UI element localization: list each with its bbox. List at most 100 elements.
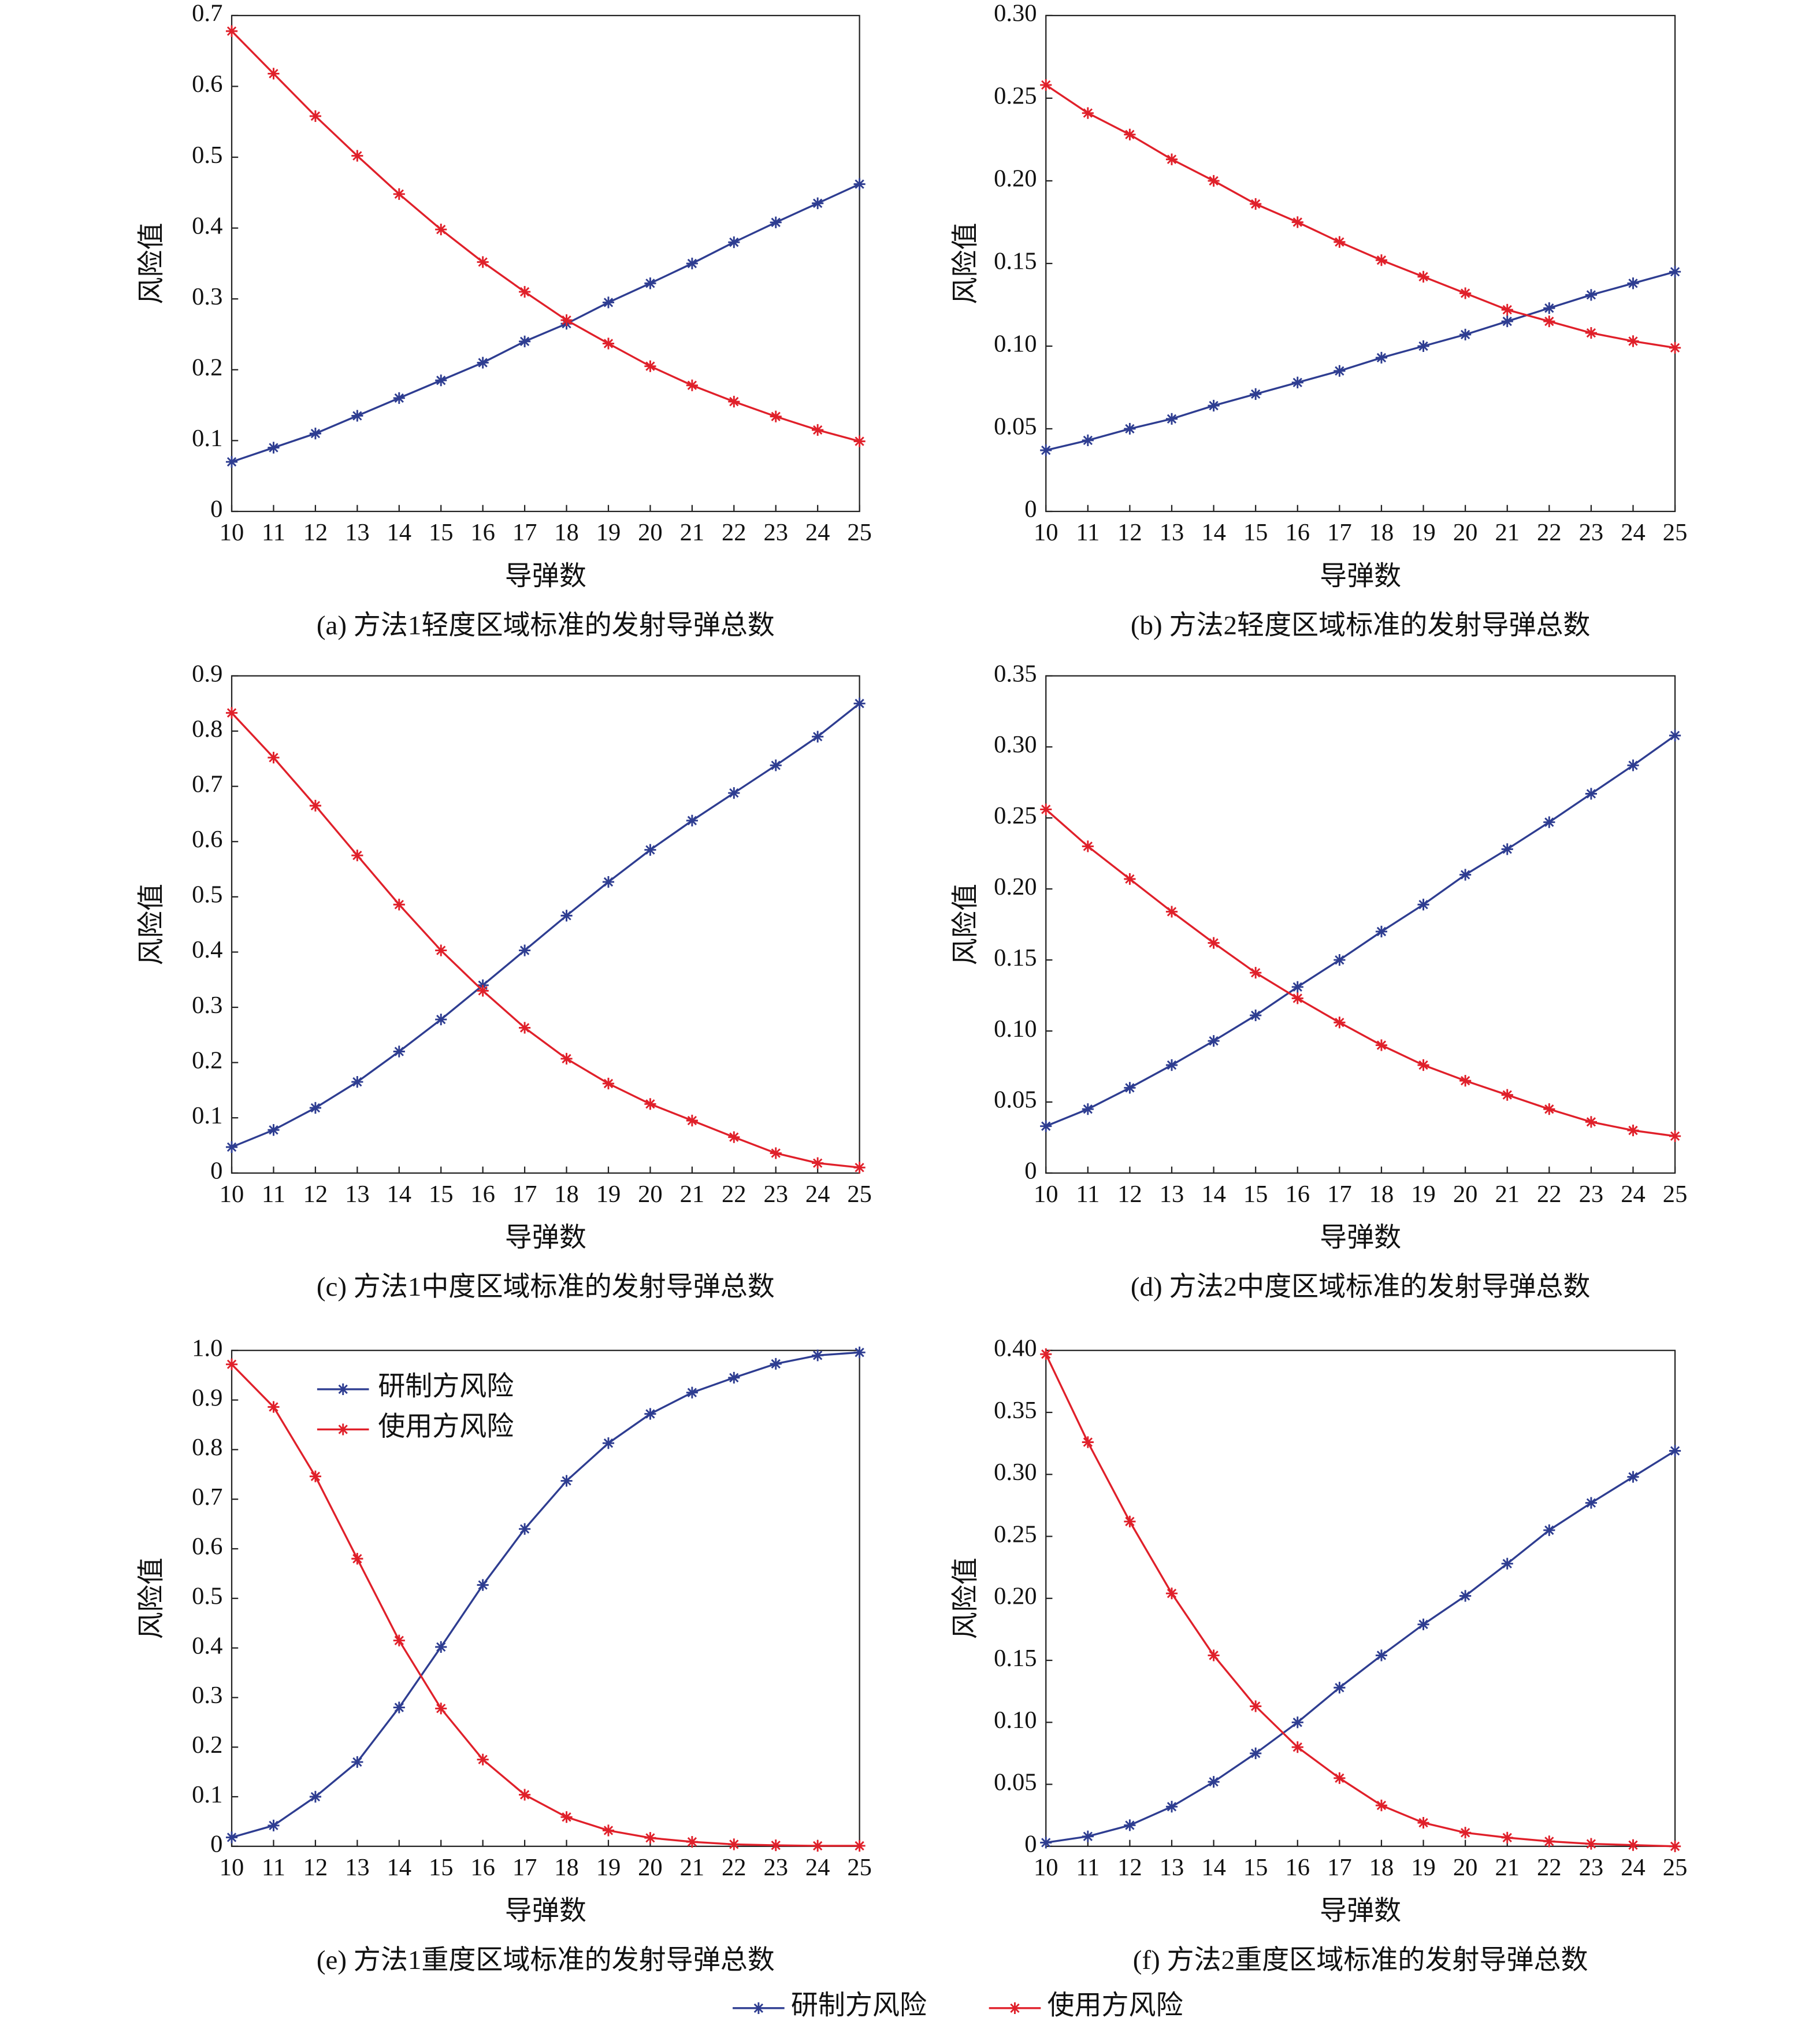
marker [770, 216, 782, 228]
marker [477, 985, 489, 997]
x-tick-label: 17 [1327, 1181, 1352, 1208]
legend-marker [337, 1423, 349, 1436]
chart-title: (c) 方法1中度区域标准的发射导弹总数 [317, 1272, 775, 1302]
marker [1375, 254, 1388, 266]
x-tick-label: 20 [1453, 519, 1478, 546]
marker [1627, 1839, 1639, 1851]
marker [1124, 1515, 1136, 1527]
marker [1627, 1471, 1639, 1483]
y-tick-label: 0 [1024, 1158, 1037, 1185]
x-tick-label: 24 [805, 1181, 830, 1208]
marker [728, 395, 740, 408]
marker [1291, 992, 1303, 1004]
marker [1543, 1835, 1555, 1848]
x-tick-label: 13 [1160, 519, 1184, 546]
marker [1040, 79, 1052, 91]
x-axis-label: 导弹数 [505, 1223, 586, 1253]
marker [1334, 1682, 1346, 1694]
marker [268, 442, 280, 454]
y-tick-label: 0.15 [994, 1645, 1037, 1672]
marker [519, 335, 531, 347]
marker [1250, 1009, 1262, 1022]
marker [1585, 788, 1597, 800]
marker [1417, 270, 1429, 283]
x-tick-label: 25 [847, 1181, 872, 1208]
marker [1165, 906, 1178, 918]
marker [812, 1839, 824, 1852]
marker [1585, 289, 1597, 301]
y-axis-label: 风险值 [136, 1557, 166, 1639]
x-tick-label: 18 [554, 1181, 579, 1208]
x-tick-label: 11 [1076, 1854, 1100, 1881]
legend-label: 使用方风险 [1047, 1991, 1183, 2021]
marker [1459, 287, 1472, 299]
y-tick-label: 0.10 [994, 331, 1037, 358]
x-axis-label: 导弹数 [505, 561, 586, 591]
marker [1250, 1700, 1262, 1712]
x-tick-label: 11 [1076, 519, 1100, 546]
y-tick-label: 0.5 [192, 142, 222, 169]
y-tick-label: 0.4 [192, 1632, 222, 1659]
marker [853, 1839, 866, 1852]
y-tick-label: 0.30 [994, 0, 1037, 27]
plot-frame [1045, 1349, 1676, 1847]
marker [1124, 422, 1136, 435]
x-tick-label: 15 [429, 1854, 454, 1881]
x-tick-label: 20 [638, 1854, 663, 1881]
x-tick-label: 14 [1201, 519, 1226, 546]
x-tick-label: 22 [1537, 519, 1562, 546]
marker [1124, 873, 1136, 885]
marker [1459, 1074, 1472, 1087]
series-line [231, 1351, 860, 1838]
panel: 0 0.1 0.2 0.3 0.4 0.5 0.6 0.7 0.8 0.9 10 11 12 13 14 15… [136, 660, 871, 1302]
x-tick-label: 15 [1243, 1181, 1268, 1208]
marker [644, 1832, 656, 1844]
marker [393, 899, 405, 911]
y-tick-label: 0.1 [192, 425, 222, 452]
x-tick-label: 14 [387, 519, 412, 546]
marker [686, 1114, 698, 1127]
marker [1375, 351, 1388, 364]
marker [1543, 1103, 1555, 1115]
marker [1208, 175, 1220, 187]
marker [1165, 153, 1178, 165]
marker [1501, 315, 1513, 328]
x-tick-label: 16 [1286, 519, 1310, 546]
x-tick-label: 24 [1621, 519, 1646, 546]
y-tick-label: 0 [1024, 1831, 1037, 1858]
x-tick-label: 19 [596, 1181, 621, 1208]
plot-frame [1045, 14, 1676, 513]
legend-label: 使用方风险 [378, 1412, 514, 1442]
y-tick-label: 0.8 [192, 1434, 222, 1461]
x-tick-label: 16 [470, 519, 495, 546]
marker [477, 1753, 489, 1766]
marker [644, 277, 656, 290]
marker [1543, 816, 1555, 828]
marker [1334, 236, 1346, 248]
x-tick-label: 11 [262, 1854, 285, 1881]
marker [1585, 1116, 1597, 1128]
series-line [1045, 735, 1676, 1128]
marker [644, 844, 656, 856]
marker [1291, 1741, 1303, 1753]
x-tick-label: 23 [763, 1181, 788, 1208]
panel: 0 0.1 0.2 0.3 0.4 0.5 0.6 0.7 10 11 12 13 14 15 16 17 18… [136, 0, 871, 640]
y-tick-label: 0.35 [994, 660, 1037, 687]
series-line [231, 702, 860, 1148]
marker [812, 197, 824, 209]
marker [1165, 1588, 1178, 1600]
x-tick-label: 14 [1201, 1181, 1226, 1208]
panel: 0 0.05 0.10 0.15 0.20 0.25 0.30 0.35 10 11 12 13 14 1… [951, 660, 1688, 1302]
marker [1585, 327, 1597, 339]
marker [1208, 399, 1220, 411]
y-tick-label: 0.2 [192, 1731, 222, 1759]
x-tick-label: 16 [1286, 1854, 1310, 1881]
y-tick-label: 0.7 [192, 0, 222, 27]
marker [435, 1703, 447, 1715]
y-tick-label: 0.20 [994, 165, 1037, 192]
x-tick-label: 19 [1411, 1181, 1436, 1208]
marker [519, 944, 531, 956]
x-tick-label: 17 [512, 519, 537, 546]
x-tick-label: 21 [680, 519, 705, 546]
marker [435, 224, 447, 236]
